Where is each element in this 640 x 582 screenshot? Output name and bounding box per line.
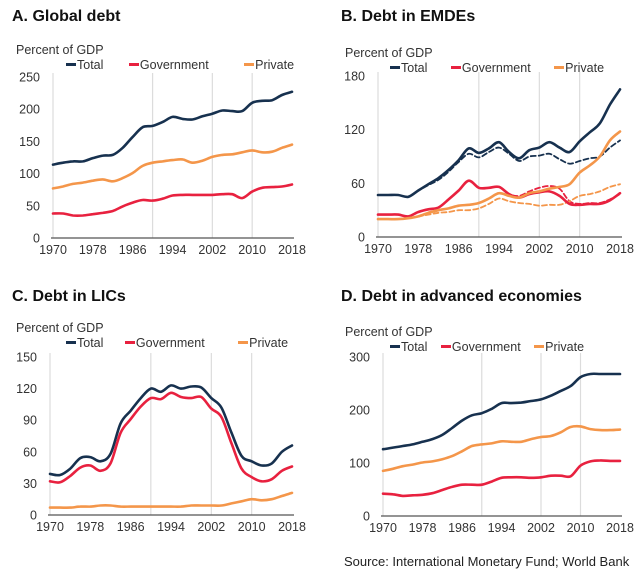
panel-c-ytick-label: 60 (23, 445, 37, 459)
panel-a-ytick-label: 150 (19, 135, 40, 149)
legend-item-private: Private (244, 58, 294, 72)
panel-a-ytick-label: 0 (33, 232, 40, 246)
panel-d-series-total (381, 372, 622, 451)
panel-a-xtick-label: 2010 (238, 243, 266, 257)
panel-b-ytick-label: 60 (351, 177, 365, 191)
panel-b-xtick-label: 1978 (404, 242, 432, 256)
panel-c-ytick-label: 0 (30, 509, 37, 523)
panel-c-ylabel: Percent of GDP (16, 321, 104, 335)
panel-c-ytick-label: 150 (16, 351, 37, 365)
legend-item-total: Total (390, 61, 427, 75)
panel-c-xtick-label: 1970 (36, 520, 64, 534)
panel-b-legend: Total Government Private (390, 61, 626, 75)
panel-a-series-private (51, 143, 294, 190)
legend-item-total: Total (66, 58, 103, 72)
panel-a-ytick-label: 100 (19, 167, 40, 181)
panel-d-xtick-label: 1994 (488, 521, 516, 535)
panel-a-xtick-label: 2002 (198, 243, 226, 257)
panel-c-ytick-label: 90 (23, 414, 37, 428)
legend-item-total: Total (66, 336, 103, 350)
panel-b-ytick-label: 120 (344, 123, 365, 137)
legend-item-private: Private (238, 336, 288, 350)
panel-d-legend: Total Government Private (390, 340, 606, 354)
panel-a-xtick-label: 1970 (39, 243, 67, 257)
panel-b-ylabel: Percent of GDP (345, 46, 433, 60)
panel-b-xtick-label: 2002 (525, 242, 553, 256)
panel-b-xtick-label: 1986 (445, 242, 473, 256)
panel-c-xtick-label: 1986 (117, 520, 145, 534)
panel-d-ytick-label: 0 (363, 510, 370, 524)
panel-c-xtick-label: 2002 (197, 520, 225, 534)
panel-d-title: D. Debt in advanced economies (341, 288, 582, 305)
panel-a-legend: Total Government Private (66, 58, 316, 72)
panel-a-title: A. Global debt (12, 8, 121, 25)
panel-c-xtick-label: 2018 (278, 520, 306, 534)
panel-c-ytick-label: 120 (16, 382, 37, 396)
panel-c-title: C. Debt in LICs (12, 288, 126, 305)
panel-a-ytick-label: 250 (19, 71, 40, 85)
legend-item-private: Private (534, 340, 584, 354)
panel-c-legend: Total Government Private (66, 336, 310, 350)
panel-b-xtick-label: 2010 (566, 242, 594, 256)
panel-a-ytick-label: 50 (26, 199, 40, 213)
panel-d-series-government (381, 459, 622, 498)
panel-d-xtick-label: 1978 (409, 521, 437, 535)
panel-d-ytick-label: 200 (349, 404, 370, 418)
legend-item-government: Government (440, 340, 521, 354)
panel-a-series-total (51, 90, 294, 166)
panel-b-series-private (376, 130, 622, 221)
panel-d-series-private (381, 424, 622, 473)
legend-item-government: Government (450, 61, 531, 75)
panel-d-xtick-label: 1986 (448, 521, 476, 535)
panel-d-xtick-label: 2010 (567, 521, 595, 535)
panel-c-xtick-label: 1994 (157, 520, 185, 534)
panel-d-ytick-label: 300 (349, 351, 370, 365)
legend-item-government: Government (124, 336, 205, 350)
panel-a-ytick-label: 200 (19, 103, 40, 117)
panel-b-xtick-label: 2018 (606, 242, 634, 256)
panel-b-ytick-label: 0 (358, 231, 365, 245)
panel-a-xtick-label: 2018 (278, 243, 306, 257)
panel-d-xtick-label: 1970 (369, 521, 397, 535)
panel-c-series-government (48, 391, 294, 484)
panel-b-series-total (376, 88, 622, 199)
panel-b-xtick-label: 1994 (485, 242, 513, 256)
panel-a-xtick-label: 1978 (79, 243, 107, 257)
source-note: Source: International Monetary Fund; Wor… (344, 554, 630, 569)
legend-item-total: Total (390, 340, 427, 354)
panel-c-series-total (48, 384, 294, 477)
panel-a-ylabel: Percent of GDP (16, 43, 104, 57)
panel-b-xtick-label: 1970 (364, 242, 392, 256)
panel-a-xtick-label: 1986 (119, 243, 147, 257)
panel-c-ytick-label: 30 (23, 477, 37, 491)
panel-c-series-private (48, 491, 294, 509)
panel-c-xtick-label: 1978 (76, 520, 104, 534)
panel-d-ytick-label: 100 (349, 457, 370, 471)
panel-d-xtick-label: 2002 (527, 521, 555, 535)
panel-c-xtick-label: 2010 (238, 520, 266, 534)
legend-item-government: Government (128, 58, 209, 72)
panel-b-series-government (376, 179, 622, 218)
panel-a-xtick-label: 1994 (159, 243, 187, 257)
panel-d-ylabel: Percent of GDP (345, 325, 433, 339)
panel-b-title: B. Debt in EMDEs (341, 8, 476, 25)
legend-item-private: Private (554, 61, 604, 75)
panel-a-series-government (51, 183, 294, 217)
panel-d-xtick-label: 2018 (606, 521, 634, 535)
panel-b-ytick-label: 180 (344, 70, 365, 84)
